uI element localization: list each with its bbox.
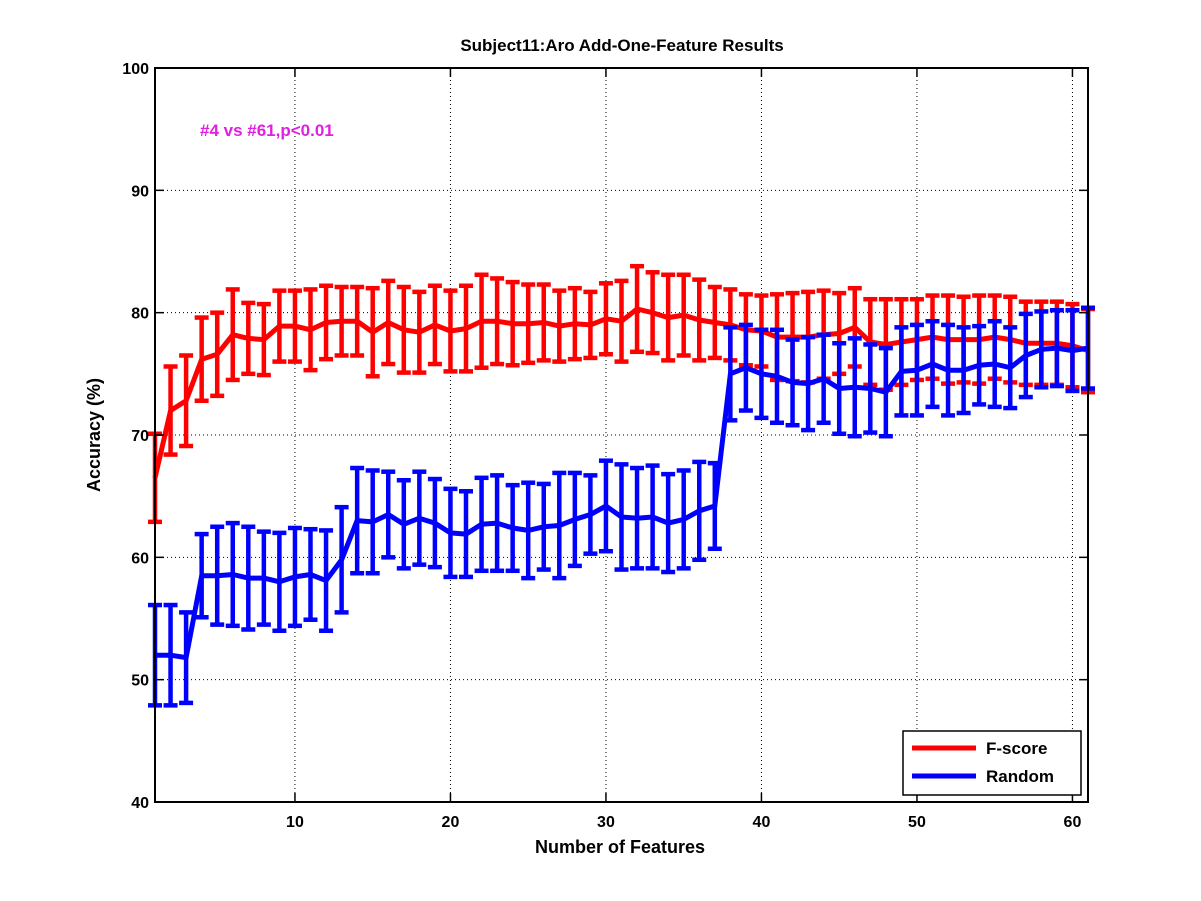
error-bars-random bbox=[148, 305, 1095, 708]
y-axis-label: Accuracy (%) bbox=[84, 378, 104, 492]
ticks: 10 20 30 40 50 60 40 50 60 70 80 90 100 bbox=[122, 61, 1088, 831]
x-tick-label: 10 bbox=[286, 814, 304, 831]
significance-annotation: #4 vs #61,p<0.01 bbox=[200, 121, 334, 140]
x-tick-label: 50 bbox=[908, 814, 926, 831]
series-layer bbox=[148, 263, 1095, 708]
x-tick-label: 40 bbox=[753, 814, 771, 831]
legend: F-score Random bbox=[902, 730, 1082, 796]
grid bbox=[155, 68, 1088, 802]
y-tick-label: 90 bbox=[131, 183, 149, 200]
x-tick-label: 20 bbox=[442, 814, 460, 831]
plot-frame bbox=[154, 67, 1089, 803]
x-tick-label: 30 bbox=[597, 814, 615, 831]
x-axis-label: Number of Features bbox=[535, 837, 705, 857]
y-tick-label: 50 bbox=[131, 673, 149, 690]
y-tick-label: 60 bbox=[131, 550, 149, 567]
y-tick-label: 70 bbox=[131, 428, 149, 445]
y-tick-label: 80 bbox=[131, 306, 149, 323]
legend-label-random: Random bbox=[986, 767, 1054, 786]
series-random bbox=[148, 305, 1095, 708]
y-tick-label: 40 bbox=[131, 795, 149, 812]
series-line-random bbox=[155, 345, 1089, 661]
chart-title: Subject11:Aro Add-One-Feature Results bbox=[460, 36, 783, 55]
legend-label-fscore: F-score bbox=[986, 739, 1047, 758]
y-tick-label: 100 bbox=[122, 61, 149, 78]
x-tick-label: 60 bbox=[1064, 814, 1082, 831]
legend-box bbox=[902, 730, 1082, 796]
